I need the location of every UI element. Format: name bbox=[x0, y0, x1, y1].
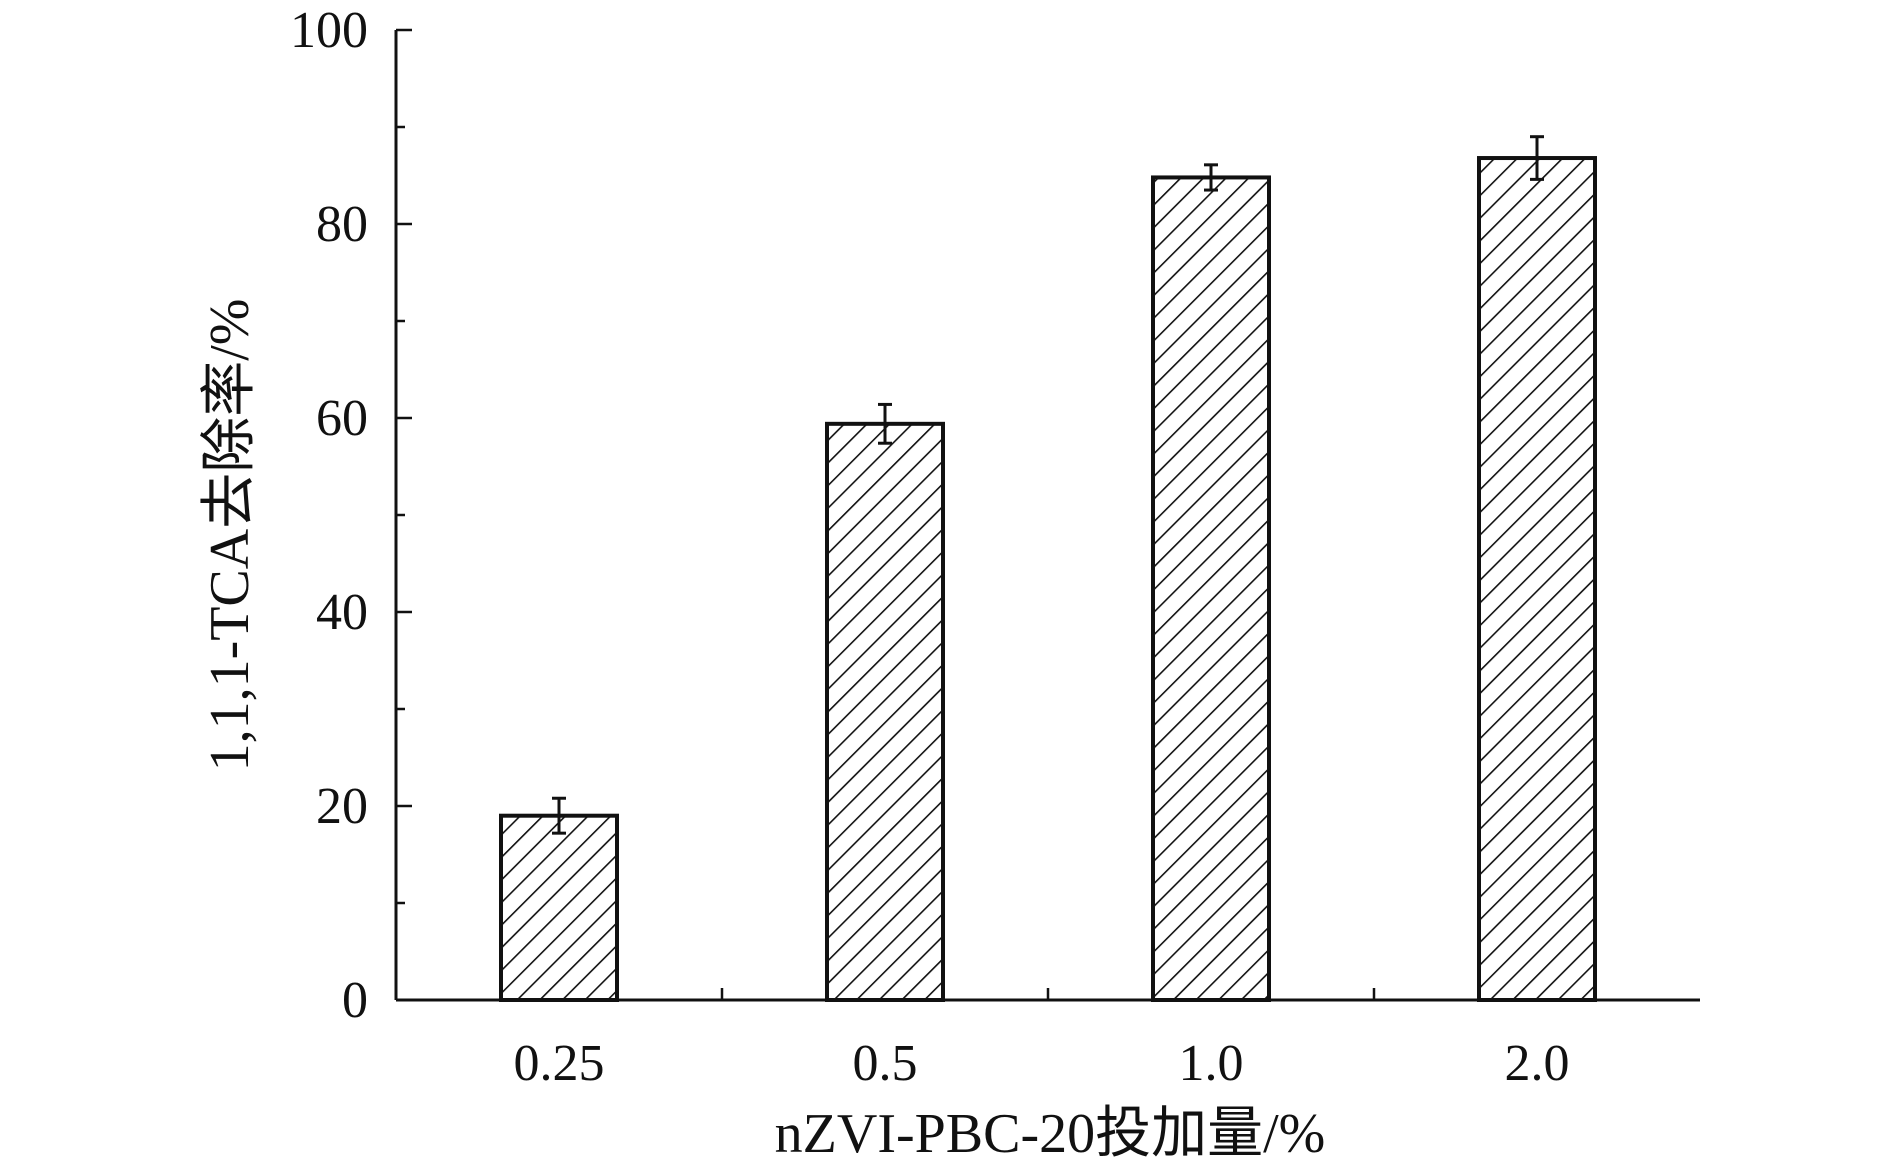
y-tick-label: 80 bbox=[316, 196, 368, 253]
x-axis-title: nZVI-PBC-20投加量/% bbox=[775, 1103, 1326, 1165]
x-tick-label: 0.25 bbox=[514, 1035, 605, 1092]
x-tick-label: 2.0 bbox=[1505, 1035, 1570, 1092]
bar bbox=[1151, 175, 1271, 1002]
bar bbox=[1477, 156, 1597, 1003]
bar bbox=[825, 421, 945, 1002]
y-axis-title: 1,1,1-TCA去除率/% bbox=[199, 299, 261, 772]
bars-layer bbox=[499, 156, 1597, 1003]
x-tick-label: 1.0 bbox=[1179, 1035, 1244, 1092]
bar bbox=[499, 813, 619, 1003]
y-ticks: 0 20 40 60 80 100 bbox=[290, 2, 412, 1029]
y-tick-label: 60 bbox=[316, 390, 368, 447]
x-ticks: 0.25 0.5 1.0 2.0 bbox=[514, 988, 1570, 1092]
y-tick-label: 40 bbox=[316, 584, 368, 641]
x-tick-label: 0.5 bbox=[853, 1035, 918, 1092]
error-bars-layer bbox=[552, 135, 1544, 835]
y-tick-label: 0 bbox=[342, 972, 368, 1029]
y-tick-label: 20 bbox=[316, 778, 368, 835]
y-tick-label: 100 bbox=[290, 2, 368, 59]
